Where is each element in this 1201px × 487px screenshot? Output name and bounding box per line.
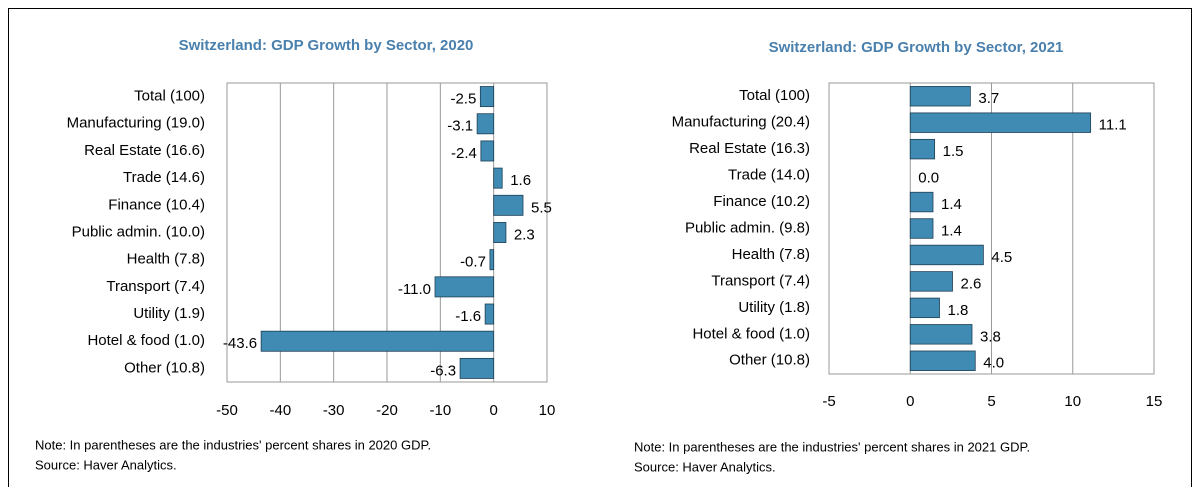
bar [493,222,507,243]
bar [909,297,940,319]
value-label: -2.5 [450,91,476,108]
value-label: 5.5 [531,199,552,216]
value-label: 3.8 [980,328,1001,345]
category-label: Other (10.8) [729,352,810,369]
value-label: 3.7 [978,90,999,107]
value-label: -0.7 [460,254,486,271]
category-label: Public admin. (10.0) [72,223,205,240]
value-label: 11.1 [1099,117,1127,134]
value-label: 2.6 [961,275,982,292]
plot-area [226,82,548,383]
value-label: 4.0 [983,355,1004,372]
source: Source: Haver Analytics. [35,457,177,472]
category-label: Total (100) [739,87,810,104]
bar [909,350,976,371]
value-label: 1.4 [941,196,962,213]
category-label: Total (100) [134,88,205,105]
note: Note: In parentheses are the industries'… [35,437,431,452]
value-label: 1.4 [941,222,962,239]
value-label: -6.3 [430,362,456,379]
value-label: -1.6 [455,308,481,325]
x-tick-label: -30 [323,402,345,419]
x-tick-label: -40 [269,402,291,419]
x-tick-label: 0 [906,393,914,410]
category-label: Manufacturing (20.4) [672,114,810,131]
category-label: Utility (1.8) [738,299,810,316]
bar [479,86,495,108]
chart-title: Switzerland: GDP Growth by Sector, 2020 [179,37,474,54]
category-label: Utility (1.9) [133,305,205,322]
category-label: Trade (14.6) [123,169,205,186]
bar [909,138,936,160]
category-label: Transport (7.4) [106,278,205,295]
bar [909,218,934,239]
value-label: 1.8 [948,302,969,319]
source: Source: Haver Analytics. [634,459,776,474]
category-label: Real Estate (16.3) [689,140,810,157]
value-label: -43.6 [223,335,257,352]
value-label: 1.5 [943,143,964,160]
bar [493,194,524,216]
bar [909,244,984,266]
chart-title: Switzerland: GDP Growth by Sector, 2021 [769,39,1064,56]
value-label: -2.4 [451,145,477,162]
x-tick-label: -50 [216,402,238,419]
bar [484,303,495,325]
value-label: -3.1 [447,118,473,135]
x-tick-label: 10 [1064,393,1081,410]
category-label: Real Estate (16.6) [84,142,205,159]
note: Note: In parentheses are the industries'… [634,439,1030,454]
bar [260,330,495,352]
category-label: Finance (10.4) [108,196,205,213]
category-label: Health (7.8) [127,251,205,268]
x-tick-label: 15 [1146,393,1163,410]
bar [480,140,495,162]
bar [909,271,953,292]
category-label: Health (7.8) [732,246,810,263]
x-tick-label: -5 [822,393,835,410]
bar [434,276,495,298]
x-tick-label: 0 [489,402,497,419]
value-label: 2.3 [514,226,535,243]
plot-area [828,82,1155,375]
category-label: Transport (7.4) [711,272,810,289]
bar [489,249,495,271]
category-label: Other (10.8) [124,359,205,376]
value-label: 4.5 [991,249,1012,266]
value-label: 0.0 [918,170,939,187]
value-label: 1.6 [510,172,531,189]
x-tick-label: -20 [376,402,398,419]
value-label: -11.0 [398,281,431,298]
category-label: Hotel & food (1.0) [692,325,810,342]
x-tick-label: -10 [429,402,451,419]
x-tick-label: 5 [987,393,995,410]
bar [493,167,503,189]
bar [909,324,973,345]
frame [8,8,1192,487]
category-label: Hotel & food (1.0) [87,332,205,349]
bar [909,86,971,107]
bar [459,357,495,379]
x-tick-label: 10 [539,402,556,419]
bar [909,191,934,213]
category-label: Trade (14.0) [728,167,810,184]
category-label: Public admin. (9.8) [685,219,810,236]
bar [909,112,1092,133]
category-label: Finance (10.2) [713,193,810,210]
category-label: Manufacturing (19.0) [67,115,205,132]
bar [476,113,495,135]
